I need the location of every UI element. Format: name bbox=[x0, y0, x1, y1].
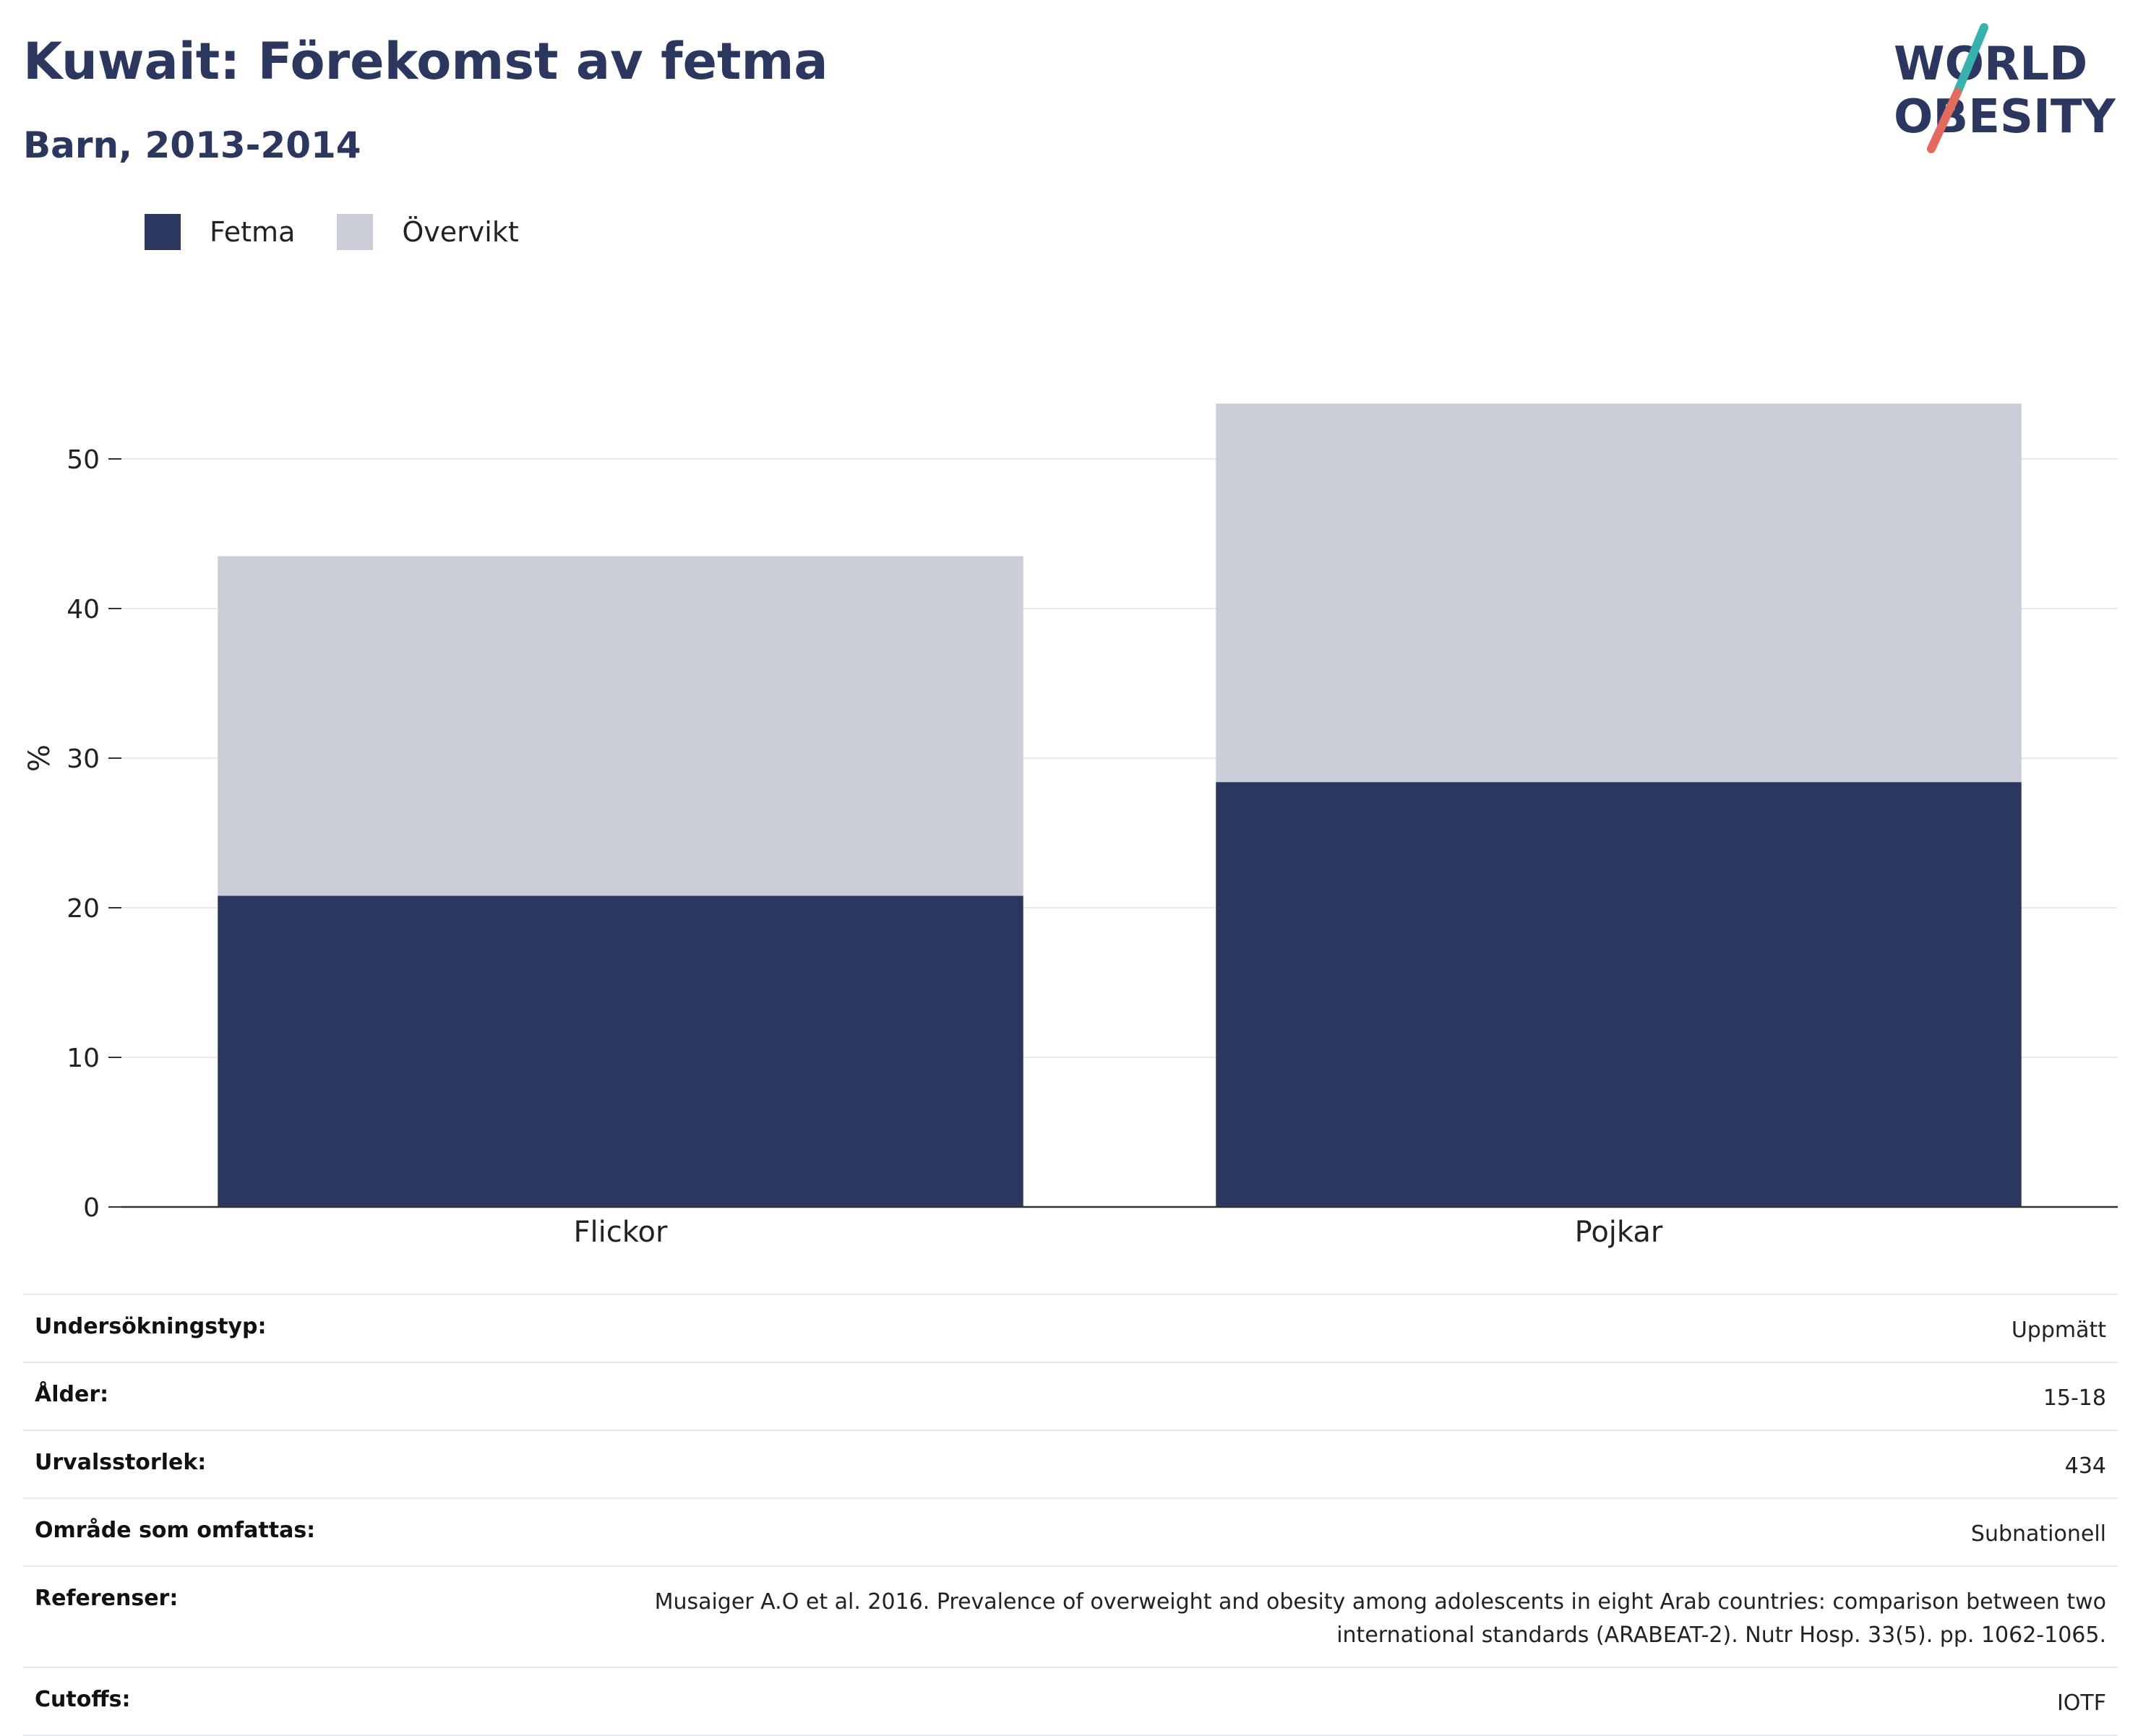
stacked-bar-chart: 0 10 20 30 40 50% Flickor Pojkar bbox=[23, 403, 2118, 1249]
logo-line-1: WORLD bbox=[1894, 38, 2087, 91]
chart-subtitle: Barn, 2013-2014 bbox=[23, 124, 361, 166]
chart-legend: Fetma Övervikt bbox=[145, 214, 561, 250]
metadata-row-sample-size: Urvalsstorlek: 434 bbox=[23, 1431, 2118, 1499]
legend-item-fetma[interactable]: Fetma bbox=[145, 214, 295, 250]
y-tick-label: 0 bbox=[83, 1193, 100, 1223]
metadata-table: Undersökningstyp: Uppmätt Ålder: 15-18 U… bbox=[23, 1294, 2118, 1736]
metadata-row-survey-type: Undersökningstyp: Uppmätt bbox=[23, 1295, 2118, 1363]
metadata-value: 434 bbox=[2064, 1453, 2106, 1479]
y-tick-label: 20 bbox=[66, 894, 100, 924]
x-category-label: Pojkar bbox=[1575, 1216, 1663, 1249]
y-axis-label: % bbox=[23, 744, 56, 772]
legend-label-fetma: Fetma bbox=[210, 216, 296, 248]
bar-fetma-pojkar bbox=[1216, 782, 2022, 1207]
metadata-label: Urvalsstorlek: bbox=[35, 1450, 207, 1475]
legend-label-overvikt: Övervikt bbox=[402, 216, 519, 248]
bar--vervikt-flickor bbox=[218, 556, 1023, 896]
metadata-row-age: Ålder: 15-18 bbox=[23, 1363, 2118, 1431]
metadata-value: Musaiger A.O et al. 2016. Prevalence of … bbox=[654, 1589, 2106, 1648]
metadata-value: Subnationell bbox=[1970, 1521, 2106, 1547]
metadata-label: Område som omfattas: bbox=[35, 1518, 316, 1543]
metadata-label: Referenser: bbox=[35, 1586, 179, 1611]
legend-item-overvikt[interactable]: Övervikt bbox=[337, 214, 519, 250]
bar--vervikt-pojkar bbox=[1216, 403, 2022, 783]
world-obesity-logo: WORLD OBESITY bbox=[1894, 23, 2116, 153]
logo-slash-teal bbox=[1953, 23, 1988, 97]
metadata-value: 15-18 bbox=[2043, 1385, 2106, 1411]
chart-title: Kuwait: Förekomst av fetma bbox=[23, 32, 828, 91]
legend-swatch-overvikt bbox=[337, 214, 374, 250]
legend-swatch-fetma bbox=[145, 214, 181, 250]
y-tick-label: 50 bbox=[66, 445, 100, 475]
bar-fetma-flickor bbox=[218, 895, 1023, 1207]
metadata-label: Undersökningstyp: bbox=[35, 1314, 267, 1339]
metadata-label: Ålder: bbox=[35, 1382, 109, 1407]
metadata-row-references: Referenser: Musaiger A.O et al. 2016. Pr… bbox=[23, 1567, 2118, 1668]
metadata-row-coverage: Område som omfattas: Subnationell bbox=[23, 1499, 2118, 1567]
metadata-value: IOTF bbox=[2056, 1690, 2106, 1716]
metadata-row-cutoffs: Cutoffs: IOTF bbox=[23, 1668, 2118, 1736]
y-tick-label: 40 bbox=[66, 595, 100, 624]
metadata-label: Cutoffs: bbox=[35, 1687, 131, 1712]
metadata-value: Uppmätt bbox=[2011, 1318, 2106, 1343]
logo-slash-coral bbox=[1927, 88, 1962, 153]
y-tick-label: 30 bbox=[66, 744, 100, 774]
y-tick-label: 10 bbox=[66, 1044, 100, 1073]
logo-line-2: OBESITY bbox=[1894, 90, 2116, 144]
x-category-label: Flickor bbox=[574, 1216, 668, 1249]
